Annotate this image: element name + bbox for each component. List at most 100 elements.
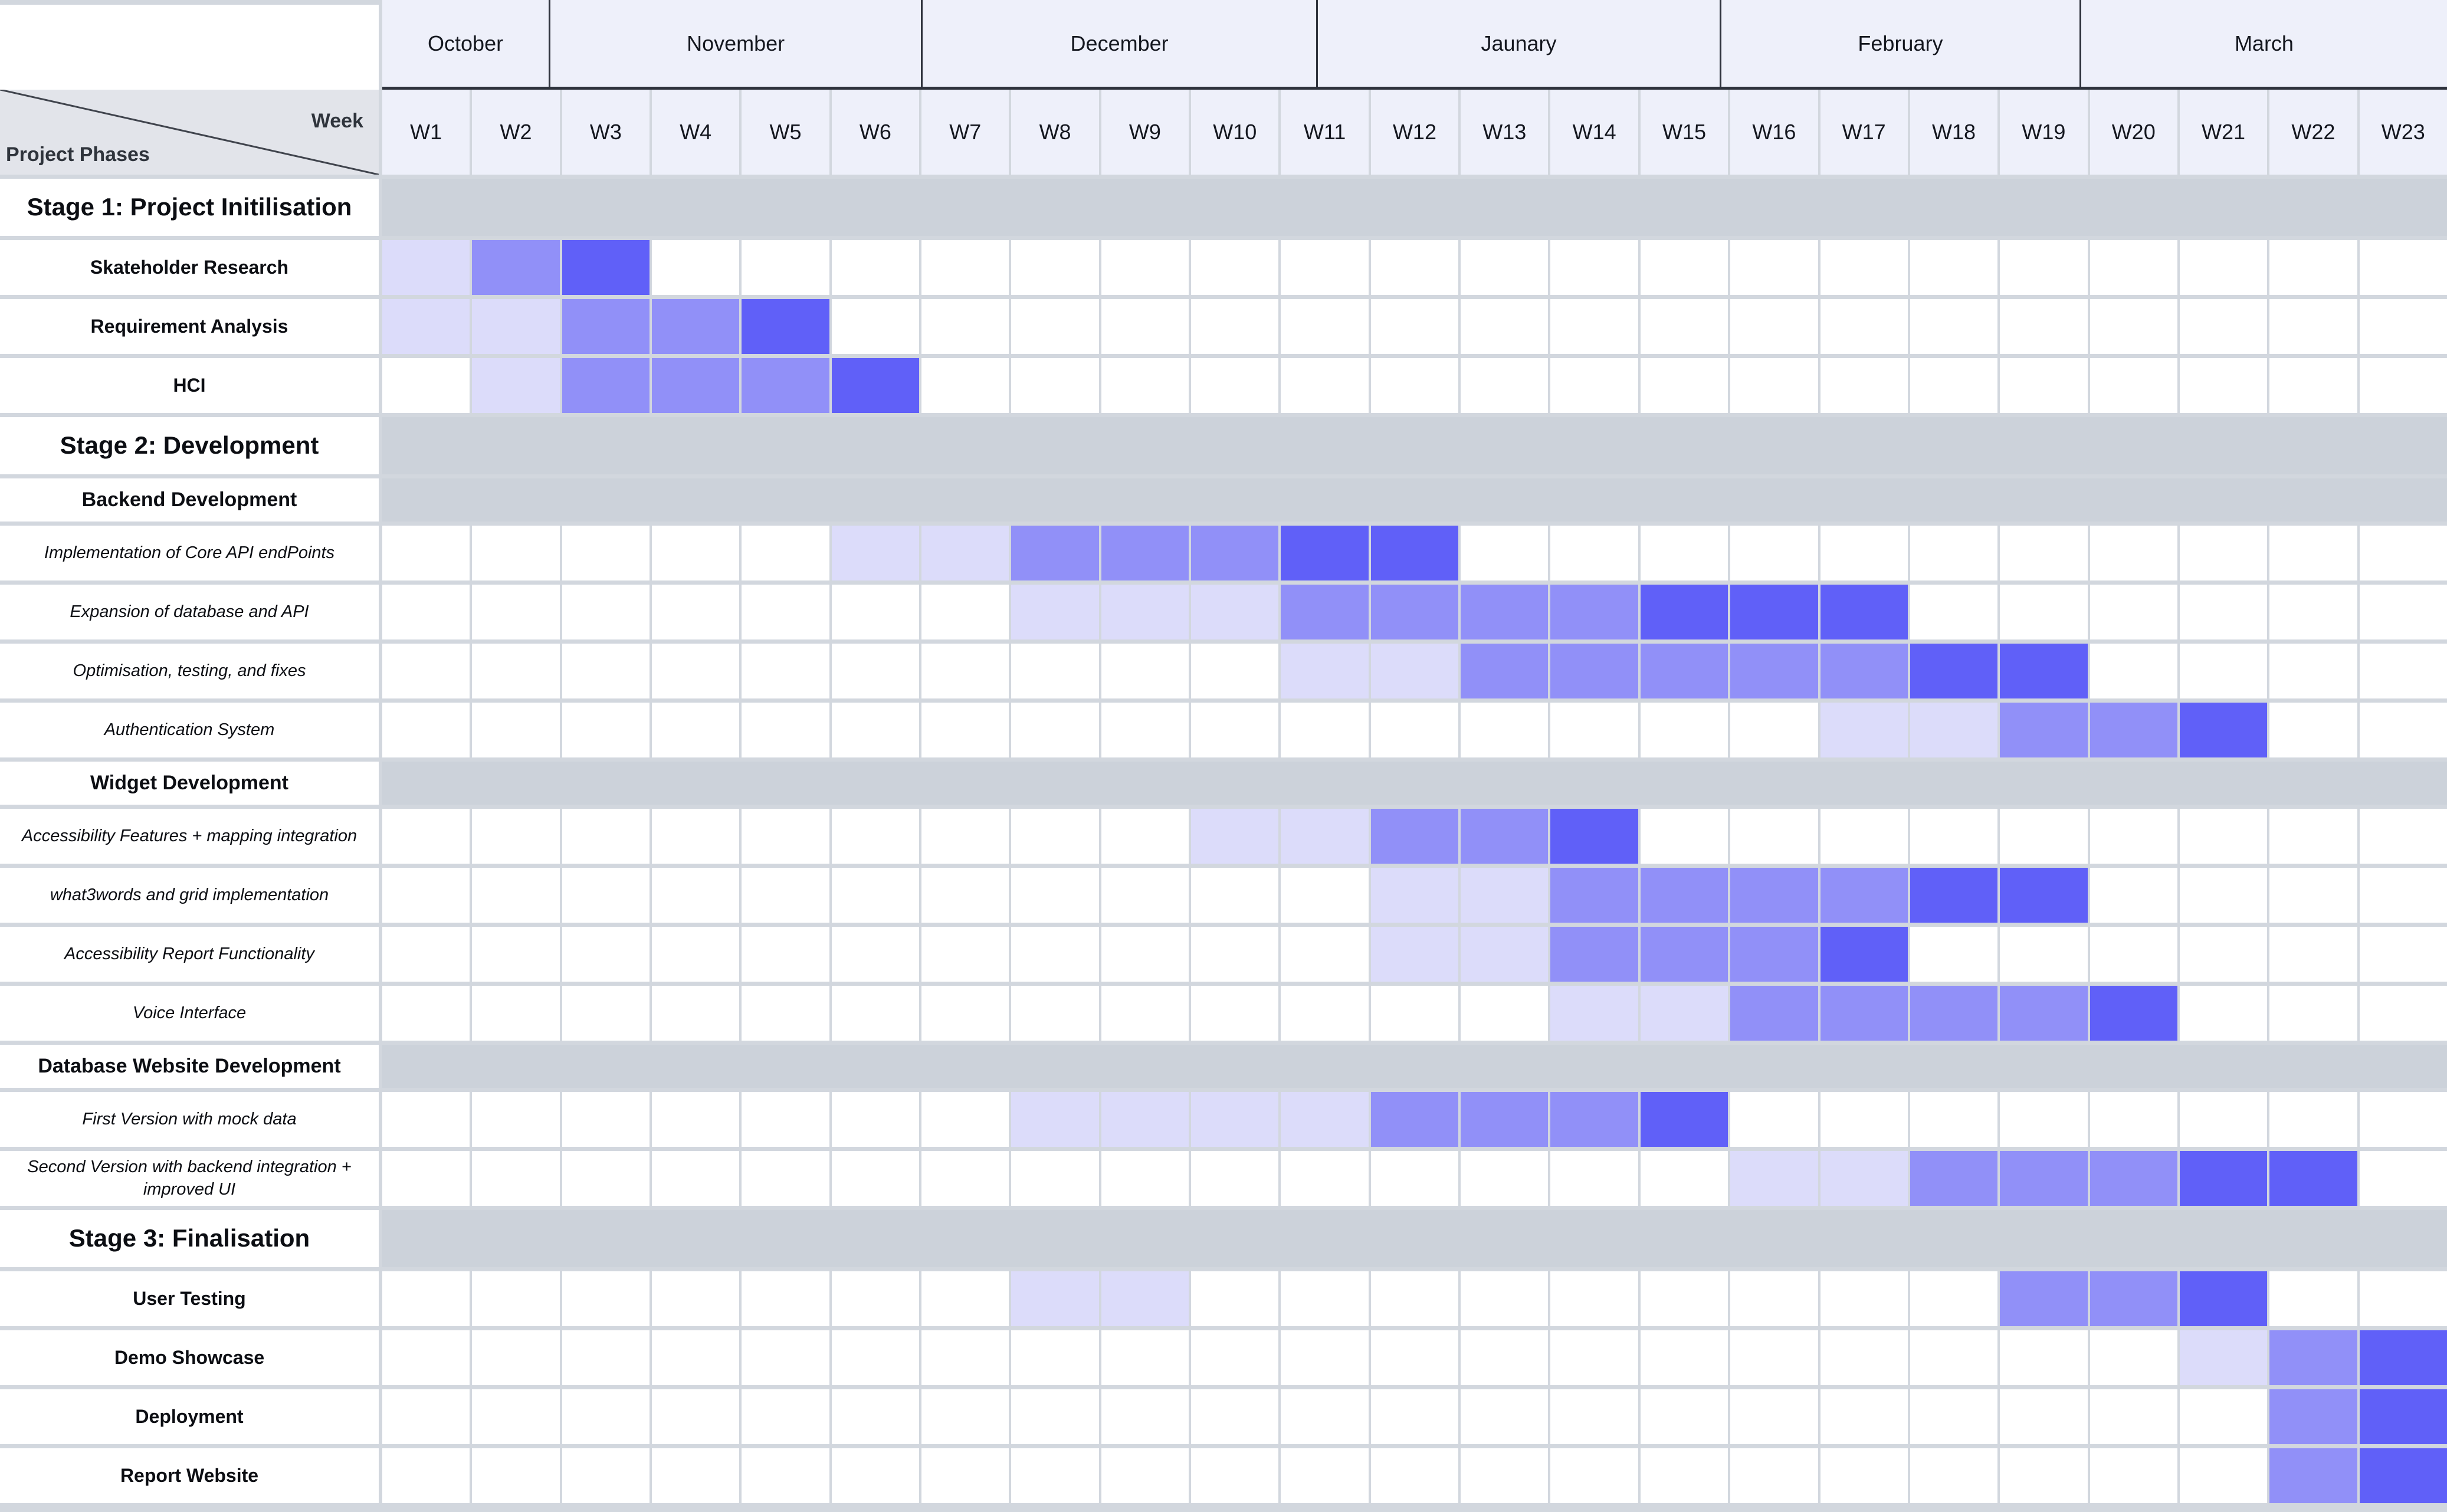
- gantt-cell-w21: [2179, 868, 2268, 923]
- gantt-cell-w5: [742, 526, 829, 580]
- gantt-cell-w18: [1910, 358, 1998, 413]
- gantt-cell-w15: [1640, 986, 1728, 1041]
- gantt-cell-w2: [472, 644, 560, 698]
- gantt-cell-w23: [2359, 986, 2447, 1041]
- gantt-cell-w13: [1461, 299, 1549, 354]
- gantt-cell-w22: [2269, 1092, 2357, 1147]
- gantt-cell-w19: [2000, 986, 2088, 1041]
- gantt-cell-w7: [921, 1330, 1009, 1385]
- task-row: Accessibility Features + mapping integra…: [0, 809, 2447, 864]
- gantt-cell-w4: [652, 1448, 740, 1503]
- gantt-cell-w13: [1461, 868, 1549, 923]
- gantt-cell-w20: [2090, 299, 2177, 354]
- gantt-cell-w7: [921, 585, 1009, 639]
- gantt-cell-w16: [1730, 585, 1818, 639]
- gantt-cell-w21: [2179, 240, 2268, 295]
- gantt-cell-w14: [1550, 526, 1638, 580]
- week-header-w6: W6: [831, 90, 920, 175]
- diagonal-line: [0, 90, 379, 175]
- task-label: Requirement Analysis: [0, 299, 379, 354]
- month-header-february: February: [1719, 0, 2079, 87]
- section-band: [382, 1045, 2447, 1088]
- gantt-cell-w20: [2090, 703, 2177, 757]
- gantt-cell-w17: [1820, 526, 1908, 580]
- task-row: what3words and grid implementation: [0, 868, 2447, 923]
- gantt-cell-w8: [1011, 1271, 1099, 1326]
- gantt-cell-w19: [2000, 1448, 2088, 1503]
- task-label: Optimisation, testing, and fixes: [0, 644, 379, 698]
- gantt-cell-w11: [1281, 644, 1369, 698]
- section-label: Database Website Development: [0, 1045, 379, 1088]
- gantt-cell-w16: [1730, 299, 1818, 354]
- gantt-cell-w4: [652, 1330, 740, 1385]
- task-cells: [382, 1389, 2447, 1444]
- gantt-cell-w10: [1191, 1151, 1279, 1206]
- corner-blank-cell: [0, 5, 379, 90]
- stage-row: Stage 3: Finalisation: [0, 1210, 2447, 1267]
- gantt-cell-w9: [1101, 585, 1189, 639]
- gantt-cell-w23: [2359, 1092, 2447, 1147]
- gantt-cell-w11: [1281, 1092, 1369, 1147]
- gantt-cell-w6: [831, 299, 920, 354]
- gantt-cell-w20: [2090, 240, 2177, 295]
- gantt-cell-w6: [831, 1271, 920, 1326]
- gantt-cell-w10: [1191, 1330, 1279, 1385]
- gantt-cell-w2: [472, 927, 560, 982]
- gantt-cell-w13: [1461, 526, 1549, 580]
- gantt-cell-w21: [2179, 1092, 2268, 1147]
- gantt-cell-w15: [1640, 1448, 1728, 1503]
- gantt-cell-w7: [921, 703, 1009, 757]
- gantt-cell-w15: [1640, 1092, 1728, 1147]
- gantt-cell-w20: [2090, 644, 2177, 698]
- gantt-cell-w8: [1011, 1151, 1099, 1206]
- corner-week-phases-cell: Week Project Phases: [0, 90, 379, 175]
- gantt-cell-w18: [1910, 927, 1998, 982]
- gantt-cell-w8: [1011, 1389, 1099, 1444]
- gantt-cell-w6: [831, 644, 920, 698]
- task-row: Implementation of Core API endPoints: [0, 526, 2447, 580]
- gantt-cell-w17: [1820, 1151, 1908, 1206]
- gantt-cell-w5: [742, 1092, 829, 1147]
- gantt-cell-w17: [1820, 644, 1908, 698]
- month-header-march: March: [2079, 0, 2447, 87]
- gantt-cell-w21: [2179, 644, 2268, 698]
- section-row: Widget Development: [0, 762, 2447, 805]
- gantt-cell-w17: [1820, 927, 1908, 982]
- task-cells: [382, 644, 2447, 698]
- task-row: Report Website: [0, 1448, 2447, 1503]
- gantt-cell-w2: [472, 986, 560, 1041]
- gantt-cell-w14: [1550, 927, 1638, 982]
- task-cells: [382, 1151, 2447, 1206]
- gantt-cell-w22: [2269, 927, 2357, 982]
- month-header-jaunary: Jaunary: [1316, 0, 1720, 87]
- section-label: Widget Development: [0, 762, 379, 805]
- gantt-cell-w20: [2090, 358, 2177, 413]
- gantt-cell-w13: [1461, 1389, 1549, 1444]
- gantt-cell-w1: [382, 358, 470, 413]
- gantt-cell-w23: [2359, 526, 2447, 580]
- gantt-cell-w2: [472, 358, 560, 413]
- gantt-cell-w3: [562, 703, 650, 757]
- gantt-cell-w3: [562, 927, 650, 982]
- week-header-w18: W18: [1910, 90, 1998, 175]
- gantt-cell-w13: [1461, 1448, 1549, 1503]
- gantt-cell-w3: [562, 358, 650, 413]
- gantt-cell-w10: [1191, 1271, 1279, 1326]
- gantt-cell-w16: [1730, 526, 1818, 580]
- gantt-cell-w14: [1550, 299, 1638, 354]
- section-band: [382, 1210, 2447, 1267]
- stage-row: Stage 2: Development: [0, 417, 2447, 474]
- gantt-cell-w1: [382, 585, 470, 639]
- gantt-cell-w19: [2000, 703, 2088, 757]
- gantt-cell-w13: [1461, 986, 1549, 1041]
- gantt-cell-w23: [2359, 240, 2447, 295]
- gantt-cell-w6: [831, 1389, 920, 1444]
- gantt-cell-w21: [2179, 1330, 2268, 1385]
- gantt-cell-w12: [1370, 1151, 1459, 1206]
- gantt-cell-w21: [2179, 1389, 2268, 1444]
- gantt-cell-w16: [1730, 1151, 1818, 1206]
- gantt-cell-w3: [562, 526, 650, 580]
- gantt-cell-w8: [1011, 927, 1099, 982]
- gantt-cell-w22: [2269, 644, 2357, 698]
- gantt-cell-w1: [382, 703, 470, 757]
